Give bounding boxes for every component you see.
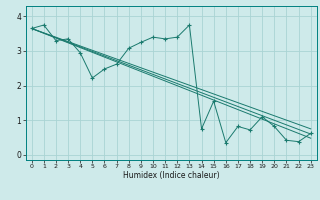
X-axis label: Humidex (Indice chaleur): Humidex (Indice chaleur) [123, 171, 220, 180]
